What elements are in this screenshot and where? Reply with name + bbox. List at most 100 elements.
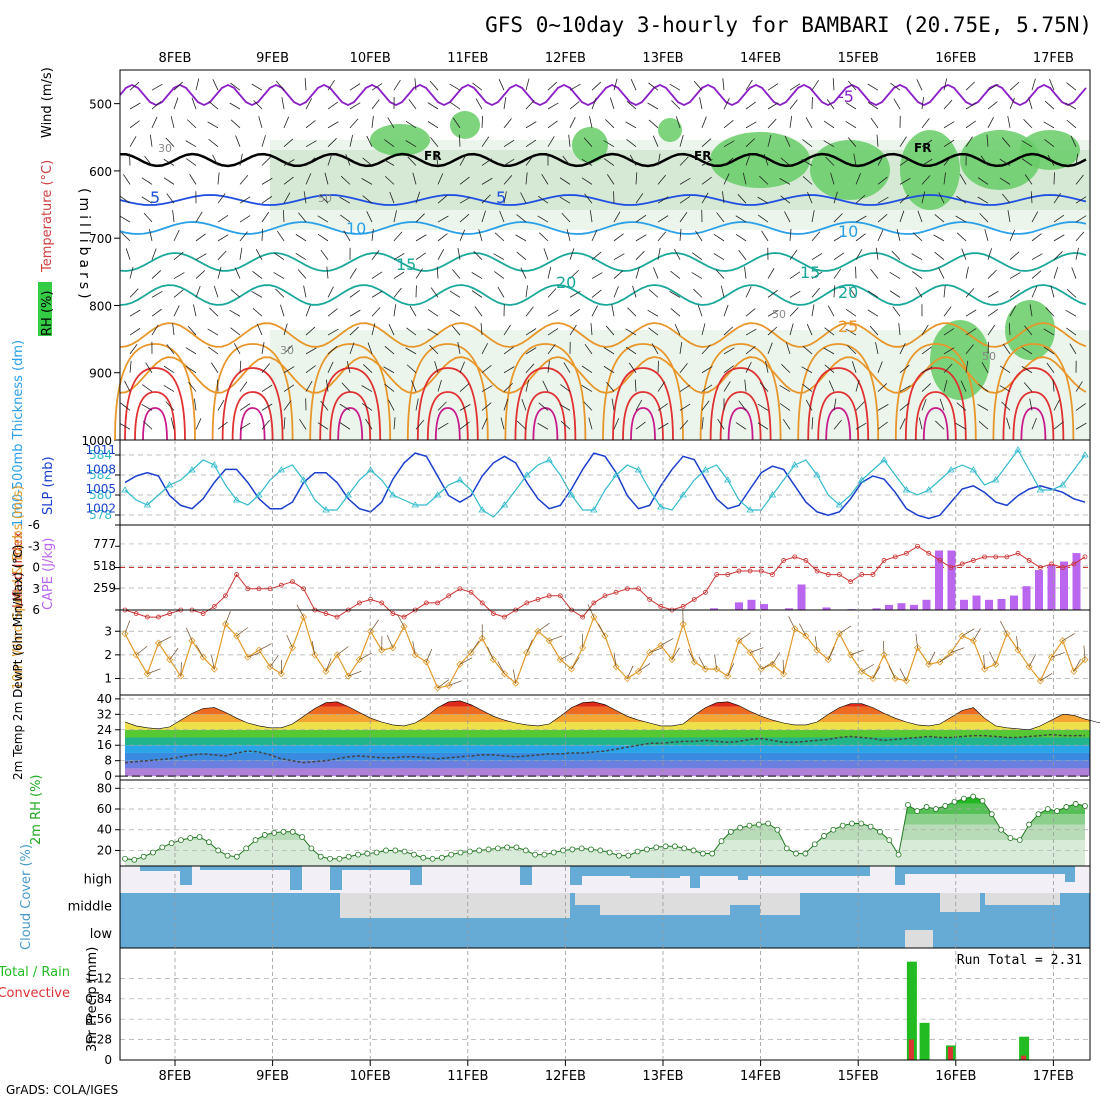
precip-tick-label: 0.56 <box>85 1012 112 1026</box>
wind-barb <box>583 137 593 147</box>
wind-barb <box>716 212 725 223</box>
wind-speed-point <box>367 627 375 635</box>
wind-barb <box>427 121 439 129</box>
wind-barb <box>833 268 842 279</box>
wind-barb <box>327 361 334 373</box>
thickness-point <box>255 491 263 498</box>
wind-barb <box>1075 215 1087 223</box>
wind-barb <box>613 418 620 430</box>
wind-barb <box>701 400 710 411</box>
wind-barb <box>120 402 131 411</box>
wind-barb <box>805 399 813 411</box>
wind-barb-10m <box>827 646 835 660</box>
wind-barb <box>170 116 175 128</box>
wind-barb <box>939 398 945 411</box>
temperature-band <box>125 700 1090 707</box>
wind-barb <box>679 196 691 204</box>
wind-speed-point <box>389 644 397 652</box>
wind-barb <box>789 290 801 298</box>
wind-barb-10m <box>989 651 997 665</box>
wind-barb <box>898 323 901 336</box>
wind-barb <box>1002 193 1011 204</box>
wind-barb <box>589 116 593 128</box>
chart-title: GFS 0~10day 3-hourly for BAMBARI (20.75E… <box>485 13 1092 37</box>
cape-bar <box>797 584 806 610</box>
wind-barb <box>921 324 929 336</box>
wind-barb <box>282 210 285 223</box>
temperature-bands <box>125 700 1090 777</box>
wind-barb <box>525 121 537 129</box>
wind-barb <box>899 177 911 185</box>
wind-barb <box>1053 214 1065 223</box>
wind-speed-point <box>869 674 877 683</box>
wind-barb-10m <box>1000 621 1008 634</box>
wind-barb <box>144 155 153 166</box>
warm-dome-contour <box>602 343 684 441</box>
temperature-legend-label: Temperature (°C) <box>40 160 55 273</box>
wind-barb <box>833 285 836 298</box>
wind-speed-point <box>188 637 196 645</box>
wind-barb-10m <box>1073 659 1082 672</box>
wind-barb-10m <box>587 604 595 618</box>
wind-barb <box>628 362 637 373</box>
lifted-index-point <box>390 611 396 616</box>
wind-barb <box>393 210 397 223</box>
wind-barb <box>361 178 373 185</box>
cloud-high-bar <box>180 866 192 885</box>
wind-barb <box>525 78 530 91</box>
wind-barb <box>408 99 417 110</box>
lifted-index-point <box>993 554 999 560</box>
wind-speed-point <box>713 665 721 673</box>
wind-barb <box>500 417 505 430</box>
wind-barb <box>657 360 659 373</box>
wind-barb <box>648 82 659 91</box>
wind-barb <box>876 134 879 147</box>
wind-barb <box>745 154 751 166</box>
wind-barb <box>965 288 975 298</box>
wind-speed-point <box>210 665 218 673</box>
wind-barb <box>437 379 442 392</box>
rh-point <box>672 843 678 850</box>
wind-barb <box>647 309 659 317</box>
wind-barb <box>430 287 439 298</box>
wind-barb <box>415 268 423 279</box>
wind-barb <box>525 379 530 392</box>
cloud-high-bar <box>895 866 905 885</box>
wind-barb <box>977 177 989 185</box>
wind-barb <box>1002 343 1011 355</box>
lifted-index-point <box>970 558 976 563</box>
lifted-index-point <box>915 543 920 549</box>
wind-barb <box>899 158 911 166</box>
lifted-index-point <box>490 611 496 616</box>
wind-barb <box>471 290 483 298</box>
wind-barb <box>151 324 159 336</box>
wind-barb <box>979 213 989 223</box>
wind-barb <box>877 383 888 392</box>
rh-point <box>1026 821 1032 828</box>
wind-barb <box>723 173 730 185</box>
wind-barb <box>779 403 791 411</box>
wind-barb <box>481 158 493 166</box>
wind-barb <box>239 360 242 373</box>
wind-barb <box>436 266 439 279</box>
wind-barb <box>899 210 905 223</box>
wind-barb <box>921 366 933 374</box>
wind-barb <box>657 403 669 411</box>
wind-barb <box>867 83 879 91</box>
wind-barb <box>195 253 207 261</box>
wind-barb <box>459 383 470 392</box>
temperature-line <box>124 700 1100 731</box>
wind-barb <box>789 99 798 110</box>
wind-barb <box>889 271 901 279</box>
wind-barb <box>845 121 857 129</box>
cape-lifted-index-panel: -6 -3 0 3 6 259 518 777 <box>28 518 1090 620</box>
wind-barb <box>283 366 295 374</box>
panel-frame-wind <box>119 609 1091 696</box>
wind-barb <box>825 156 835 166</box>
wind-barb <box>767 102 779 110</box>
wind-barb <box>1009 81 1020 91</box>
wind-barb <box>581 365 593 374</box>
wind-barb <box>217 266 222 279</box>
wind-barb <box>129 309 141 317</box>
